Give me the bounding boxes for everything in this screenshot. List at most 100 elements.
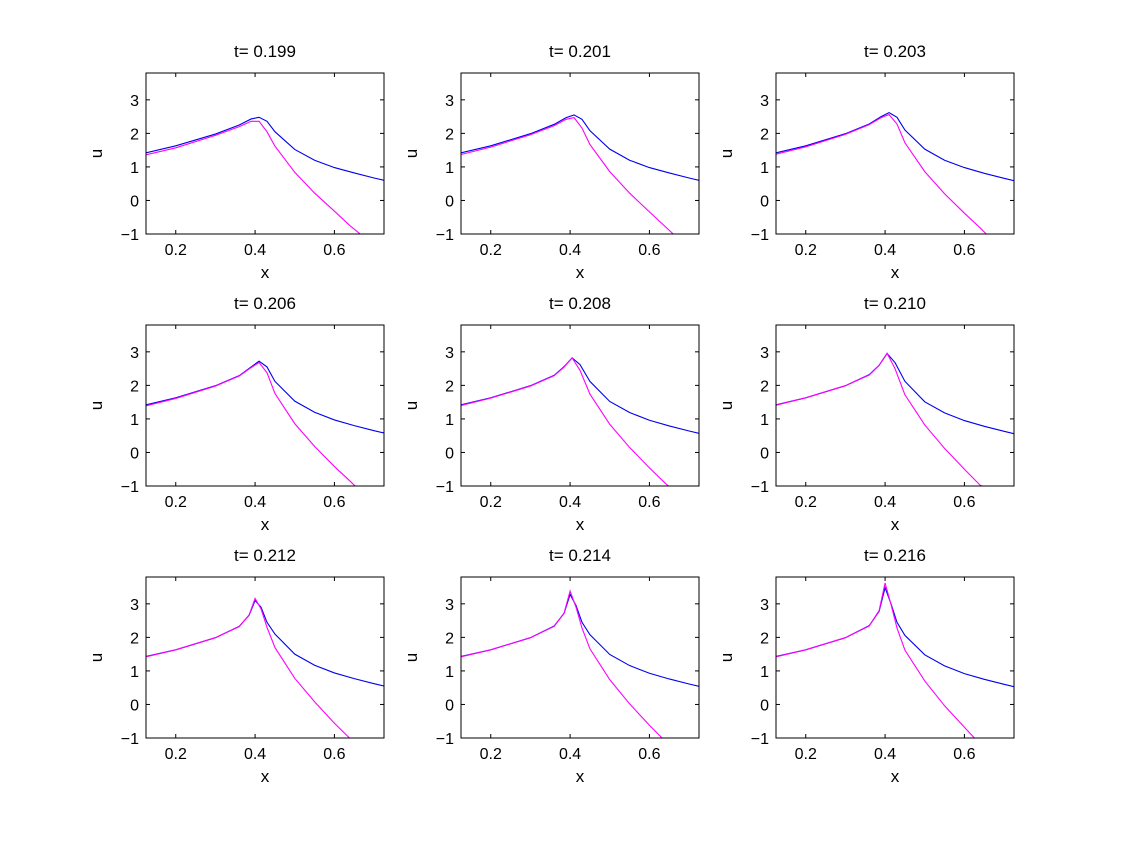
- y-tick-label: 1: [445, 664, 454, 681]
- y-tick-label: 2: [760, 630, 769, 647]
- x-tick-label: 0.6: [638, 746, 660, 763]
- subplot-3: 0.2 0.4 0.6 −1 0 1 2 3 t= 0.203 x u: [717, 42, 1015, 282]
- y-axis-label: u: [717, 401, 736, 410]
- subplot-title: t= 0.214: [549, 546, 611, 565]
- plot-frame: [775, 576, 1015, 739]
- x-tick-label: 0.4: [874, 242, 896, 259]
- plot-frame: [145, 72, 385, 235]
- y-tick-label: 3: [130, 597, 139, 614]
- subplot-title: t= 0.203: [864, 42, 926, 61]
- y-tick-label: 2: [760, 126, 769, 143]
- series-line-2: [776, 582, 975, 738]
- x-tick-label: 0.2: [795, 746, 817, 763]
- y-tick-label: −1: [751, 227, 769, 244]
- series-line-1: [146, 116, 384, 181]
- subplot-4: 0.2 0.4 0.6 −1 0 1 2 3 t= 0.206 x u: [87, 294, 385, 534]
- y-axis-label: u: [402, 401, 421, 410]
- y-tick-label: −1: [436, 731, 454, 748]
- x-axis-label: x: [261, 263, 270, 282]
- x-axis-label: x: [261, 767, 270, 786]
- subplot-1: 0.2 0.4 0.6 −1 0 1 2 3 t= 0.199 x u: [87, 42, 385, 282]
- subplot-2: 0.2 0.4 0.6 −1 0 1 2 3 t= 0.201 x u: [402, 42, 700, 282]
- x-tick-label: 0.2: [165, 494, 187, 511]
- y-tick-label: 3: [445, 93, 454, 110]
- y-tick-label: 0: [445, 193, 454, 210]
- y-tick-label: 0: [130, 697, 139, 714]
- y-axis-label: u: [87, 653, 106, 662]
- series-line-1: [461, 357, 699, 434]
- plot-frame: [775, 72, 1015, 235]
- y-axis-label: u: [402, 149, 421, 158]
- y-tick-label: 2: [130, 630, 139, 647]
- y-tick-label: 1: [445, 160, 454, 177]
- x-tick-label: 0.6: [323, 746, 345, 763]
- y-tick-label: 3: [445, 345, 454, 362]
- series-line-1: [776, 352, 1014, 435]
- y-tick-label: −1: [121, 479, 139, 496]
- subplot-title: t= 0.201: [549, 42, 611, 61]
- subplot-title: t= 0.212: [234, 546, 296, 565]
- x-tick-label: 0.2: [165, 242, 187, 259]
- y-axis-label: u: [717, 149, 736, 158]
- y-tick-label: 0: [130, 193, 139, 210]
- series-line-2: [146, 361, 356, 486]
- subplot-7: 0.2 0.4 0.6 −1 0 1 2 3 t= 0.212 x u: [87, 546, 385, 786]
- y-tick-label: 0: [760, 193, 769, 210]
- y-tick-label: −1: [121, 227, 139, 244]
- y-axis-label: u: [717, 653, 736, 662]
- y-axis-label: u: [87, 149, 106, 158]
- series-line-2: [461, 116, 674, 234]
- y-tick-label: −1: [436, 479, 454, 496]
- x-tick-label: 0.6: [638, 242, 660, 259]
- x-tick-label: 0.4: [244, 746, 266, 763]
- y-tick-label: 0: [130, 445, 139, 462]
- x-tick-label: 0.4: [874, 746, 896, 763]
- x-tick-label: 0.6: [953, 746, 975, 763]
- y-tick-label: −1: [121, 731, 139, 748]
- x-axis-label: x: [576, 767, 585, 786]
- y-tick-label: 3: [130, 93, 139, 110]
- subplot-5: 0.2 0.4 0.6 −1 0 1 2 3 t= 0.208 x u: [402, 294, 700, 534]
- series-line-2: [461, 589, 663, 738]
- x-axis-label: x: [891, 263, 900, 282]
- plot-frame: [775, 324, 1015, 487]
- y-axis-label: u: [87, 401, 106, 410]
- series-line-1: [146, 599, 384, 687]
- plot-frame: [460, 576, 700, 739]
- y-tick-label: 1: [130, 412, 139, 429]
- x-axis-label: x: [261, 515, 270, 534]
- y-tick-label: 2: [760, 378, 769, 395]
- y-tick-label: 2: [445, 126, 454, 143]
- x-tick-label: 0.2: [480, 494, 502, 511]
- series-line-2: [146, 120, 361, 234]
- x-tick-label: 0.4: [244, 494, 266, 511]
- x-tick-label: 0.4: [559, 746, 581, 763]
- x-tick-label: 0.2: [480, 746, 502, 763]
- x-tick-label: 0.2: [795, 494, 817, 511]
- series-line-1: [776, 585, 1014, 688]
- x-tick-label: 0.2: [480, 242, 502, 259]
- series-line-2: [461, 356, 669, 486]
- x-tick-label: 0.6: [323, 494, 345, 511]
- plot-frame: [145, 324, 385, 487]
- subplot-title: t= 0.206: [234, 294, 296, 313]
- y-tick-label: 1: [130, 664, 139, 681]
- series-line-2: [776, 113, 987, 234]
- subplot-title: t= 0.210: [864, 294, 926, 313]
- series-line-1: [776, 111, 1014, 182]
- x-tick-label: 0.2: [165, 746, 187, 763]
- x-tick-label: 0.4: [559, 494, 581, 511]
- plot-frame: [460, 324, 700, 487]
- subplot-6: 0.2 0.4 0.6 −1 0 1 2 3 t= 0.210 x u: [717, 294, 1015, 534]
- y-tick-label: 2: [445, 630, 454, 647]
- x-tick-label: 0.4: [874, 494, 896, 511]
- series-line-2: [146, 597, 350, 738]
- x-tick-label: 0.6: [323, 242, 345, 259]
- y-tick-label: 0: [445, 697, 454, 714]
- y-tick-label: 0: [760, 697, 769, 714]
- y-tick-label: 1: [130, 160, 139, 177]
- y-tick-label: 0: [445, 445, 454, 462]
- y-tick-label: 3: [760, 345, 769, 362]
- y-tick-label: 1: [445, 412, 454, 429]
- x-tick-label: 0.4: [244, 242, 266, 259]
